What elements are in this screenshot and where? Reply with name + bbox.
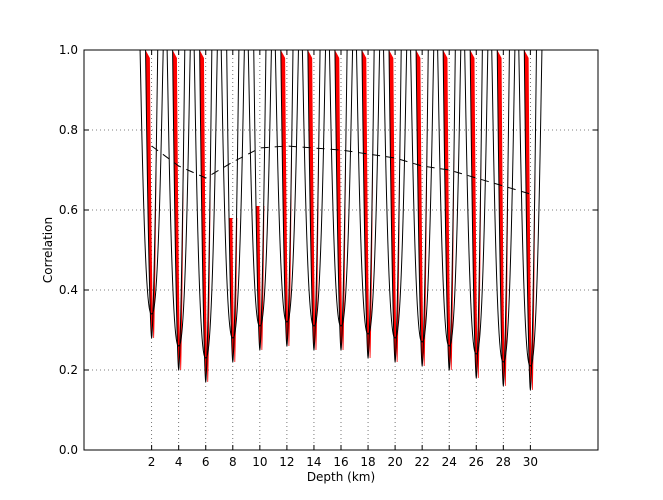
y-tick-label: 0.6 — [59, 203, 78, 217]
peak-curve-outer — [139, 49, 164, 315]
peak-curve-inner — [388, 49, 402, 363]
correlation-curves — [139, 49, 543, 391]
x-tick-label: 8 — [229, 455, 237, 469]
peak-curve-inner — [361, 49, 375, 359]
peak-curve-inner — [226, 49, 240, 363]
dashed-trend-line — [151, 145, 531, 195]
x-axis-label: Depth (km) — [307, 470, 375, 484]
peak-curve-outer — [328, 49, 354, 327]
peak-curve-inner — [415, 49, 429, 367]
axis-ticks: 0.00.20.40.60.81.02 4 6 8 10 12 14 16 18 20 22 24 26… — [59, 43, 598, 469]
peak-curve-outer — [274, 49, 300, 323]
x-tick-label: 28 — [496, 455, 511, 469]
peak-curve-outer — [355, 49, 381, 335]
y-axis-label: Correlation — [41, 217, 55, 283]
peak-curve-inner — [199, 49, 213, 383]
x-tick-label: 14 — [306, 455, 321, 469]
peak-curve-outer — [409, 49, 435, 343]
peak-curve-inner — [523, 49, 537, 391]
peak-curve-outer — [437, 49, 462, 347]
peak-curve-inner — [469, 49, 483, 379]
peak-curve-outer — [166, 49, 191, 347]
x-tick-label: 12 — [279, 455, 294, 469]
x-tick-label: 26 — [469, 455, 484, 469]
peak-curve-inner — [496, 49, 510, 387]
x-tick-label: 18 — [360, 455, 375, 469]
x-tick-label: 4 — [175, 455, 183, 469]
y-tick-label: 0.8 — [59, 123, 78, 137]
x-tick-label: 10 — [252, 455, 267, 469]
peak-curve-outer — [301, 49, 327, 327]
y-tick-label: 1.0 — [59, 43, 78, 57]
peak-curve-inner — [145, 49, 159, 339]
y-tick-label: 0.0 — [59, 443, 78, 457]
peak-curve-outer — [220, 49, 245, 339]
peak-curve-inner — [334, 49, 348, 351]
x-tick-label: 20 — [387, 455, 402, 469]
peak-curve-inner — [280, 49, 294, 347]
y-tick-label: 0.4 — [59, 283, 78, 297]
peak-curve-outer — [464, 49, 489, 355]
peak-curve-outer — [491, 49, 516, 363]
peak-curve-inner — [253, 49, 267, 351]
peak-curve-inner — [442, 49, 456, 371]
peak-curve-outer — [382, 49, 408, 339]
x-tick-label: 2 — [148, 455, 156, 469]
peak-curve-inner — [307, 49, 321, 351]
x-tick-label: 30 — [523, 455, 538, 469]
x-tick-label: 6 — [202, 455, 210, 469]
y-tick-label: 0.2 — [59, 363, 78, 377]
peak-curve-outer — [193, 49, 218, 359]
peak-curve-inner — [172, 49, 186, 371]
peak-curve-outer — [247, 49, 273, 327]
x-tick-label: 24 — [442, 455, 457, 469]
x-tick-label: 22 — [415, 455, 430, 469]
peak-curve-outer — [518, 49, 543, 367]
x-tick-label: 16 — [333, 455, 348, 469]
